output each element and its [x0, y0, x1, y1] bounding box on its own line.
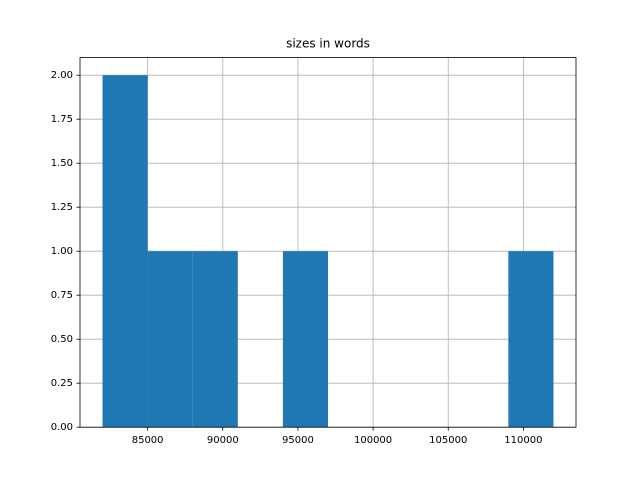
y-tick-label: 0.50 — [51, 334, 73, 345]
y-tick-label: 0.00 — [51, 422, 73, 433]
bar — [102, 75, 148, 428]
x-tick-label: 95000 — [282, 435, 314, 446]
bar — [508, 251, 554, 428]
x-tick-label: 90000 — [207, 435, 239, 446]
plot-frame — [79, 57, 577, 428]
y-tick-label: 1.50 — [51, 158, 73, 169]
y-tick-label: 1.00 — [51, 246, 73, 257]
x-tick-label: 110000 — [504, 435, 542, 446]
chart-title: sizes in words — [286, 37, 370, 51]
bar — [282, 251, 328, 428]
axes-layer: 0.00 0.25 0.50 0.75 1.00 1.25 1.50 1.75 2.00 8500… — [51, 57, 577, 446]
x-tick-label: 85000 — [132, 435, 164, 446]
x-tick-label: 100000 — [354, 435, 392, 446]
bar — [147, 251, 193, 428]
y-tick-label: 2.00 — [51, 70, 73, 81]
bar-layer — [102, 75, 554, 428]
y-tick-label: 1.25 — [51, 202, 73, 213]
bar — [192, 251, 238, 428]
y-tick-label: 0.25 — [51, 378, 73, 389]
x-tick-label: 105000 — [429, 435, 467, 446]
y-tick-label: 0.75 — [51, 290, 73, 301]
y-tick-label: 1.75 — [51, 114, 73, 125]
